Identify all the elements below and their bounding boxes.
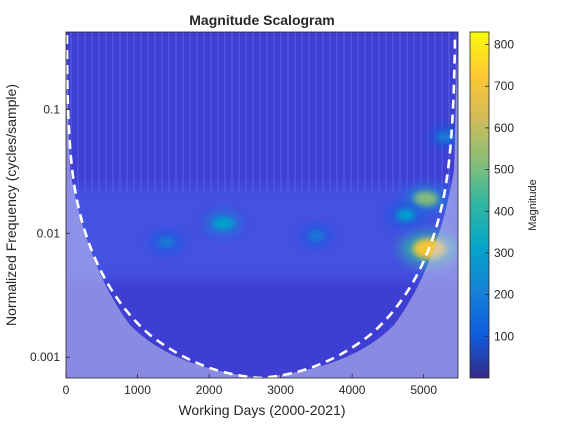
hotspot bbox=[413, 191, 439, 207]
colorbar-tick-label: 100 bbox=[494, 329, 514, 343]
y-tick-label: 0.1 bbox=[43, 102, 60, 116]
x-tick-label: 3000 bbox=[267, 383, 294, 397]
colorbar-tick-label: 500 bbox=[494, 163, 514, 177]
hotspot bbox=[436, 131, 454, 142]
y-tick-label: 0.001 bbox=[30, 350, 60, 364]
x-tick-label: 0 bbox=[63, 383, 70, 397]
x-tick-label: 5000 bbox=[410, 383, 437, 397]
x-axis: 0 1000 2000 3000 4000 5000 bbox=[63, 374, 437, 397]
y-axis: 0.001 0.01 0.1 bbox=[30, 102, 70, 364]
chart-title: Magnitude Scalogram bbox=[189, 12, 334, 28]
colorbar-tick-label: 600 bbox=[494, 121, 514, 135]
colorbar-label: Magnitude bbox=[527, 179, 539, 230]
colorbar-tick-label: 800 bbox=[494, 38, 514, 52]
scalogram-high-frequency-texture bbox=[66, 32, 458, 192]
colorbar-tick-label: 200 bbox=[494, 288, 514, 302]
cone-of-influence bbox=[66, 34, 457, 378]
colorbar: 100 200 300 400 500 600 700 800 Magnitude bbox=[469, 31, 539, 379]
x-tick-label: 4000 bbox=[339, 383, 366, 397]
hotspot bbox=[396, 209, 416, 222]
colorbar-gradient bbox=[469, 31, 490, 379]
colorbar-tick-label: 300 bbox=[494, 246, 514, 260]
x-axis-label: Working Days (2000-2021) bbox=[178, 402, 345, 418]
colorbar-ticks: 100 200 300 400 500 600 700 800 bbox=[485, 38, 514, 343]
colorbar-tick-label: 700 bbox=[494, 79, 514, 93]
scalogram-mid-band bbox=[66, 185, 458, 280]
x-tick-label: 2000 bbox=[196, 383, 223, 397]
y-tick-label: 0.01 bbox=[37, 226, 61, 240]
cone-of-influence-shade bbox=[66, 32, 458, 378]
hotspot bbox=[157, 236, 175, 248]
x-tick-label: 1000 bbox=[124, 383, 151, 397]
plot-frame bbox=[65, 31, 459, 379]
hotspot bbox=[213, 217, 234, 230]
plot-area bbox=[66, 32, 458, 378]
y-axis-label: Normalized Frequency (cycles/sample) bbox=[3, 84, 19, 326]
colorbar-tick-label: 400 bbox=[494, 204, 514, 218]
hotspot bbox=[308, 231, 325, 241]
